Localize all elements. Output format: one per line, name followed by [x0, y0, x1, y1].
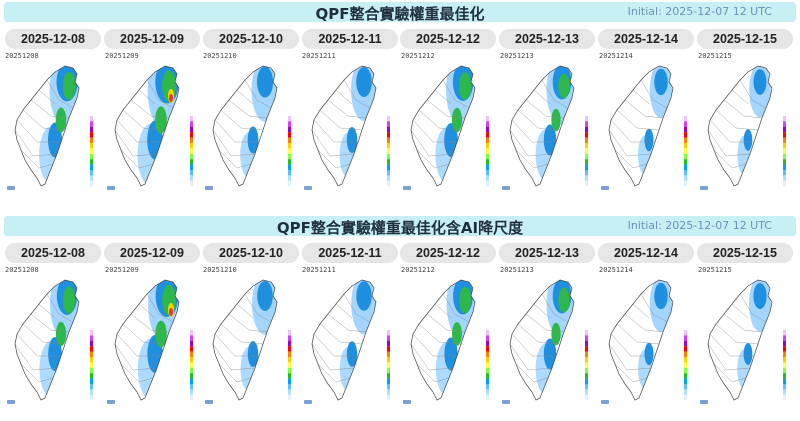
map-panel-2025-12-09[interactable]: 20251209 [103, 52, 199, 202]
panel-date-code: 20251213 [500, 52, 534, 60]
date-tab-2025-12-11[interactable]: 2025-12-11 [302, 243, 398, 263]
color-scale-bar [486, 330, 489, 401]
date-tab-2025-12-13[interactable]: 2025-12-13 [499, 243, 595, 263]
map-panel-2025-12-09[interactable]: 20251209 [103, 266, 199, 416]
map-panel-2025-12-15[interactable]: 20251215 [696, 52, 792, 202]
date-tab-2025-12-10[interactable]: 2025-12-10 [203, 29, 299, 49]
section-header: QPF整合實驗權重最佳化含AI降尺度 Initial: 2025-12-07 12… [4, 216, 796, 237]
map-panel-2025-12-10[interactable]: 20251210 [201, 52, 297, 202]
taiwan-rainfall-map [403, 279, 489, 404]
panel-date-code: 20251208 [5, 52, 39, 60]
map-panel-2025-12-15[interactable]: 20251215 [696, 266, 792, 416]
map-panel-2025-12-08[interactable]: 20251208 [3, 52, 99, 202]
map-panel-2025-12-14[interactable]: 20251214 [597, 266, 693, 416]
panel-date-code: 20251215 [698, 266, 732, 274]
panel-date-code: 20251210 [203, 266, 237, 274]
date-tab-2025-12-09[interactable]: 2025-12-09 [104, 29, 200, 49]
taiwan-rainfall-map [502, 65, 588, 190]
date-tab-2025-12-15[interactable]: 2025-12-15 [697, 243, 793, 263]
date-tab-2025-12-15[interactable]: 2025-12-15 [697, 29, 793, 49]
panel-date-code: 20251214 [599, 52, 633, 60]
panel-date-code: 20251214 [599, 266, 633, 274]
map-panel-2025-12-13[interactable]: 20251213 [498, 266, 594, 416]
taiwan-rainfall-map [403, 65, 489, 190]
taiwan-rainfall-map [304, 279, 390, 404]
map-panel-2025-12-10[interactable]: 20251210 [201, 266, 297, 416]
color-scale-bar [387, 116, 390, 187]
map-panel-2025-12-11[interactable]: 20251211 [300, 52, 396, 202]
taiwan-rainfall-map [502, 279, 588, 404]
section-title: QPF整合實驗權重最佳化含AI降尺度 [276, 219, 524, 237]
panel-date-code: 20251212 [401, 52, 435, 60]
taiwan-rainfall-map [205, 65, 291, 190]
section-title: QPF整合實驗權重最佳化 [315, 5, 485, 23]
color-scale-bar [288, 116, 291, 187]
panel-date-code: 20251212 [401, 266, 435, 274]
color-scale-bar [585, 116, 588, 187]
map-panel-2025-12-12[interactable]: 20251212 [399, 266, 495, 416]
taiwan-rainfall-map [700, 279, 786, 404]
taiwan-rainfall-map [205, 279, 291, 404]
date-tab-2025-12-13[interactable]: 2025-12-13 [499, 29, 595, 49]
panel-date-code: 20251215 [698, 52, 732, 60]
taiwan-rainfall-map [601, 65, 687, 190]
taiwan-rainfall-map [601, 279, 687, 404]
date-tab-2025-12-12[interactable]: 2025-12-12 [400, 29, 496, 49]
map-panel-2025-12-12[interactable]: 20251212 [399, 52, 495, 202]
date-tab-2025-12-14[interactable]: 2025-12-14 [598, 243, 694, 263]
panel-date-code: 20251211 [302, 266, 336, 274]
taiwan-rainfall-map [304, 65, 390, 190]
panel-date-code: 20251213 [500, 266, 534, 274]
forecast-section-2: QPF整合實驗權重最佳化含AI降尺度 Initial: 2025-12-07 12… [0, 214, 800, 419]
map-panel-2025-12-14[interactable]: 20251214 [597, 52, 693, 202]
date-tab-2025-12-11[interactable]: 2025-12-11 [302, 29, 398, 49]
initial-time-label: Initial: 2025-12-07 12 UTC [627, 5, 772, 18]
color-scale-bar [783, 116, 786, 187]
color-scale-bar [387, 330, 390, 401]
panel-date-code: 20251211 [302, 52, 336, 60]
date-tab-2025-12-09[interactable]: 2025-12-09 [104, 243, 200, 263]
panel-date-code: 20251209 [105, 52, 139, 60]
color-scale-bar [783, 330, 786, 401]
color-scale-bar [585, 330, 588, 401]
map-panel-2025-12-13[interactable]: 20251213 [498, 52, 594, 202]
color-scale-bar [90, 116, 93, 187]
section-header: QPF整合實驗權重最佳化 Initial: 2025-12-07 12 UTC [4, 2, 796, 23]
taiwan-rainfall-map [700, 65, 786, 190]
panel-date-code: 20251208 [5, 266, 39, 274]
color-scale-bar [486, 116, 489, 187]
map-panel-2025-12-08[interactable]: 20251208 [3, 266, 99, 416]
color-scale-bar [190, 330, 193, 401]
map-panel-2025-12-11[interactable]: 20251211 [300, 266, 396, 416]
color-scale-bar [684, 116, 687, 187]
date-tab-2025-12-14[interactable]: 2025-12-14 [598, 29, 694, 49]
panel-date-code: 20251210 [203, 52, 237, 60]
color-scale-bar [90, 330, 93, 401]
date-tab-2025-12-12[interactable]: 2025-12-12 [400, 243, 496, 263]
color-scale-bar [288, 330, 291, 401]
date-tab-2025-12-10[interactable]: 2025-12-10 [203, 243, 299, 263]
color-scale-bar [684, 330, 687, 401]
taiwan-rainfall-map [7, 65, 93, 190]
initial-time-label: Initial: 2025-12-07 12 UTC [627, 219, 772, 232]
date-tab-2025-12-08[interactable]: 2025-12-08 [5, 243, 101, 263]
taiwan-rainfall-map [107, 65, 193, 190]
panel-date-code: 20251209 [105, 266, 139, 274]
taiwan-rainfall-map [7, 279, 93, 404]
date-tab-2025-12-08[interactable]: 2025-12-08 [5, 29, 101, 49]
taiwan-rainfall-map [107, 279, 193, 404]
forecast-section-1: QPF整合實驗權重最佳化 Initial: 2025-12-07 12 UTC 20… [0, 0, 800, 205]
color-scale-bar [190, 116, 193, 187]
